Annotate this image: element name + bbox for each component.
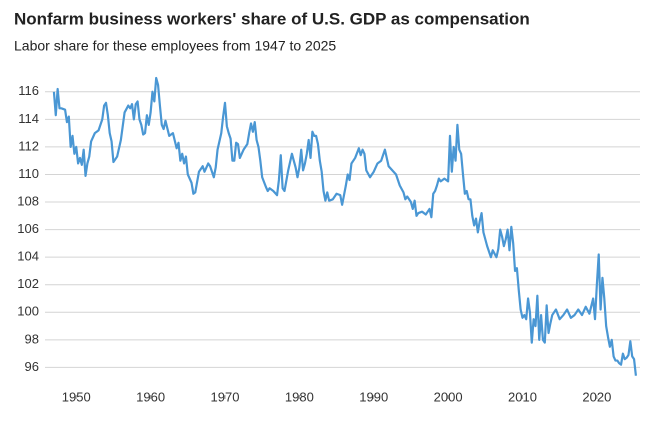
x-tick-label: 2010 <box>508 389 537 404</box>
x-tick-label: 2000 <box>434 389 463 404</box>
y-tick-label: 104 <box>17 249 39 264</box>
chart-subtitle: Labor share for these employees from 194… <box>14 38 336 54</box>
x-tick-label: 1980 <box>285 389 314 404</box>
y-tick-label: 112 <box>18 138 39 153</box>
y-tick-label: 98 <box>25 331 39 346</box>
y-tick-label: 100 <box>17 304 39 319</box>
chart-title: Nonfarm business workers' share of U.S. … <box>14 9 530 28</box>
y-tick-label: 116 <box>18 83 39 98</box>
y-tick-label: 102 <box>17 276 39 291</box>
y-tick-label: 110 <box>18 166 39 181</box>
y-tick-label: 96 <box>25 359 39 374</box>
y-tick-label: 106 <box>17 221 39 236</box>
y-tick-label: 114 <box>18 111 39 126</box>
x-tick-label: 1990 <box>359 389 388 404</box>
x-tick-label: 1960 <box>136 389 165 404</box>
y-tick-label: 108 <box>17 193 39 208</box>
x-tick-label: 1970 <box>211 389 240 404</box>
x-tick-label: 1950 <box>62 389 91 404</box>
x-tick-label: 2020 <box>582 389 611 404</box>
data-line <box>52 76 638 376</box>
